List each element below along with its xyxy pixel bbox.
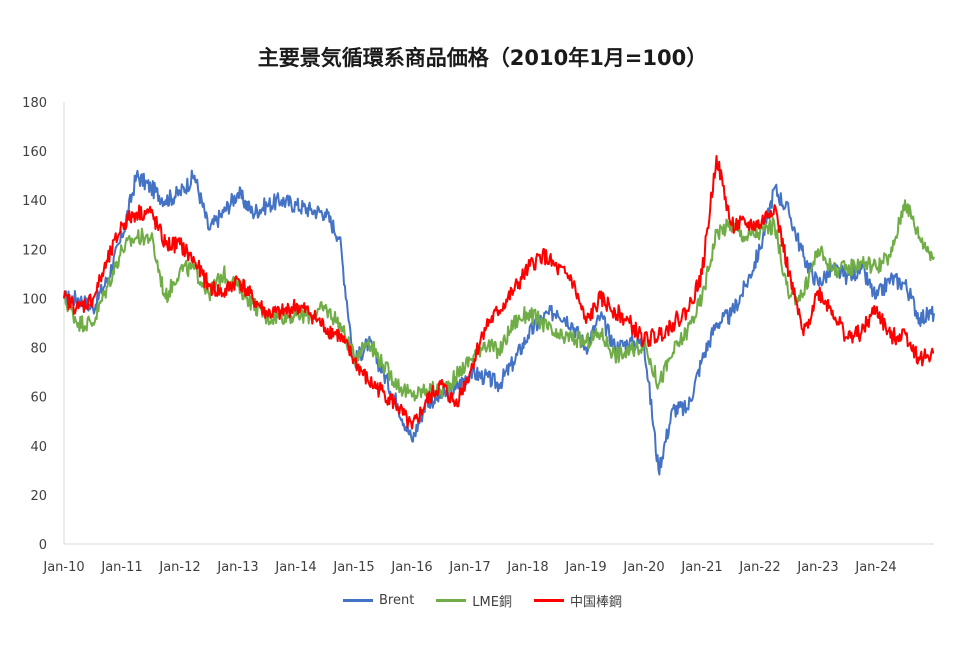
series-line-2 bbox=[63, 155, 935, 430]
x-tick-label: Jan-15 bbox=[332, 560, 374, 575]
y-tick-label: 120 bbox=[22, 243, 47, 258]
x-tick-label: Jan-20 bbox=[622, 560, 664, 575]
x-tick-label: Jan-12 bbox=[158, 560, 200, 575]
y-tick-label: 100 bbox=[22, 292, 47, 307]
legend-item-china-rebar[interactable]: 中国棒鋼 bbox=[533, 591, 622, 610]
chart-title: 主要景気循環系商品価格（2010年1月=100） bbox=[257, 46, 708, 70]
axes bbox=[63, 102, 934, 545]
y-tick-label: 160 bbox=[22, 145, 47, 160]
y-tick-label: 140 bbox=[22, 194, 47, 209]
x-tick-label: Jan-21 bbox=[680, 560, 722, 575]
x-tick-label: Jan-18 bbox=[506, 560, 548, 575]
legend-swatch-lme-copper bbox=[436, 599, 467, 602]
legend-label-lme-copper: LME銅 bbox=[472, 595, 512, 610]
legend-label-brent: Brent bbox=[378, 593, 415, 608]
series-lines bbox=[63, 155, 935, 476]
series-line-0 bbox=[63, 169, 935, 476]
legend-item-brent[interactable]: Brent bbox=[342, 591, 415, 610]
y-tick-label: 80 bbox=[30, 342, 47, 357]
x-tick-label: Jan-22 bbox=[738, 560, 780, 575]
x-axis-ticks: Jan-10 Jan-11 Jan-12 Jan-13 Jan-14 Jan-15 Jan-… bbox=[42, 560, 896, 575]
x-tick-label: Jan-10 bbox=[42, 560, 84, 575]
x-tick-label: Jan-23 bbox=[796, 560, 838, 575]
y-tick-label: 40 bbox=[30, 440, 47, 455]
y-tick-label: 60 bbox=[30, 391, 47, 406]
x-tick-label: Jan-16 bbox=[390, 560, 432, 575]
x-tick-label: Jan-24 bbox=[854, 560, 896, 575]
x-tick-label: Jan-17 bbox=[448, 560, 490, 575]
x-tick-label: Jan-11 bbox=[100, 560, 142, 575]
x-tick-label: Jan-14 bbox=[274, 560, 316, 575]
y-tick-label: 20 bbox=[30, 489, 47, 504]
y-tick-label: 180 bbox=[22, 96, 47, 111]
series-line-1 bbox=[63, 199, 935, 402]
legend-label-china-rebar: 中国棒鋼 bbox=[569, 595, 622, 610]
y-tick-label: 0 bbox=[39, 538, 47, 553]
x-tick-label: Jan-19 bbox=[564, 560, 606, 575]
x-tick-label: Jan-13 bbox=[216, 560, 258, 575]
legend-swatch-china-rebar bbox=[533, 599, 564, 602]
legend: Brent LME銅 中国棒鋼 bbox=[0, 591, 965, 610]
legend-item-lme-copper[interactable]: LME銅 bbox=[436, 591, 512, 610]
legend-swatch-brent bbox=[342, 599, 373, 602]
y-axis-ticks: 0 20 40 60 80 100 120 140 160 180 bbox=[22, 96, 47, 553]
